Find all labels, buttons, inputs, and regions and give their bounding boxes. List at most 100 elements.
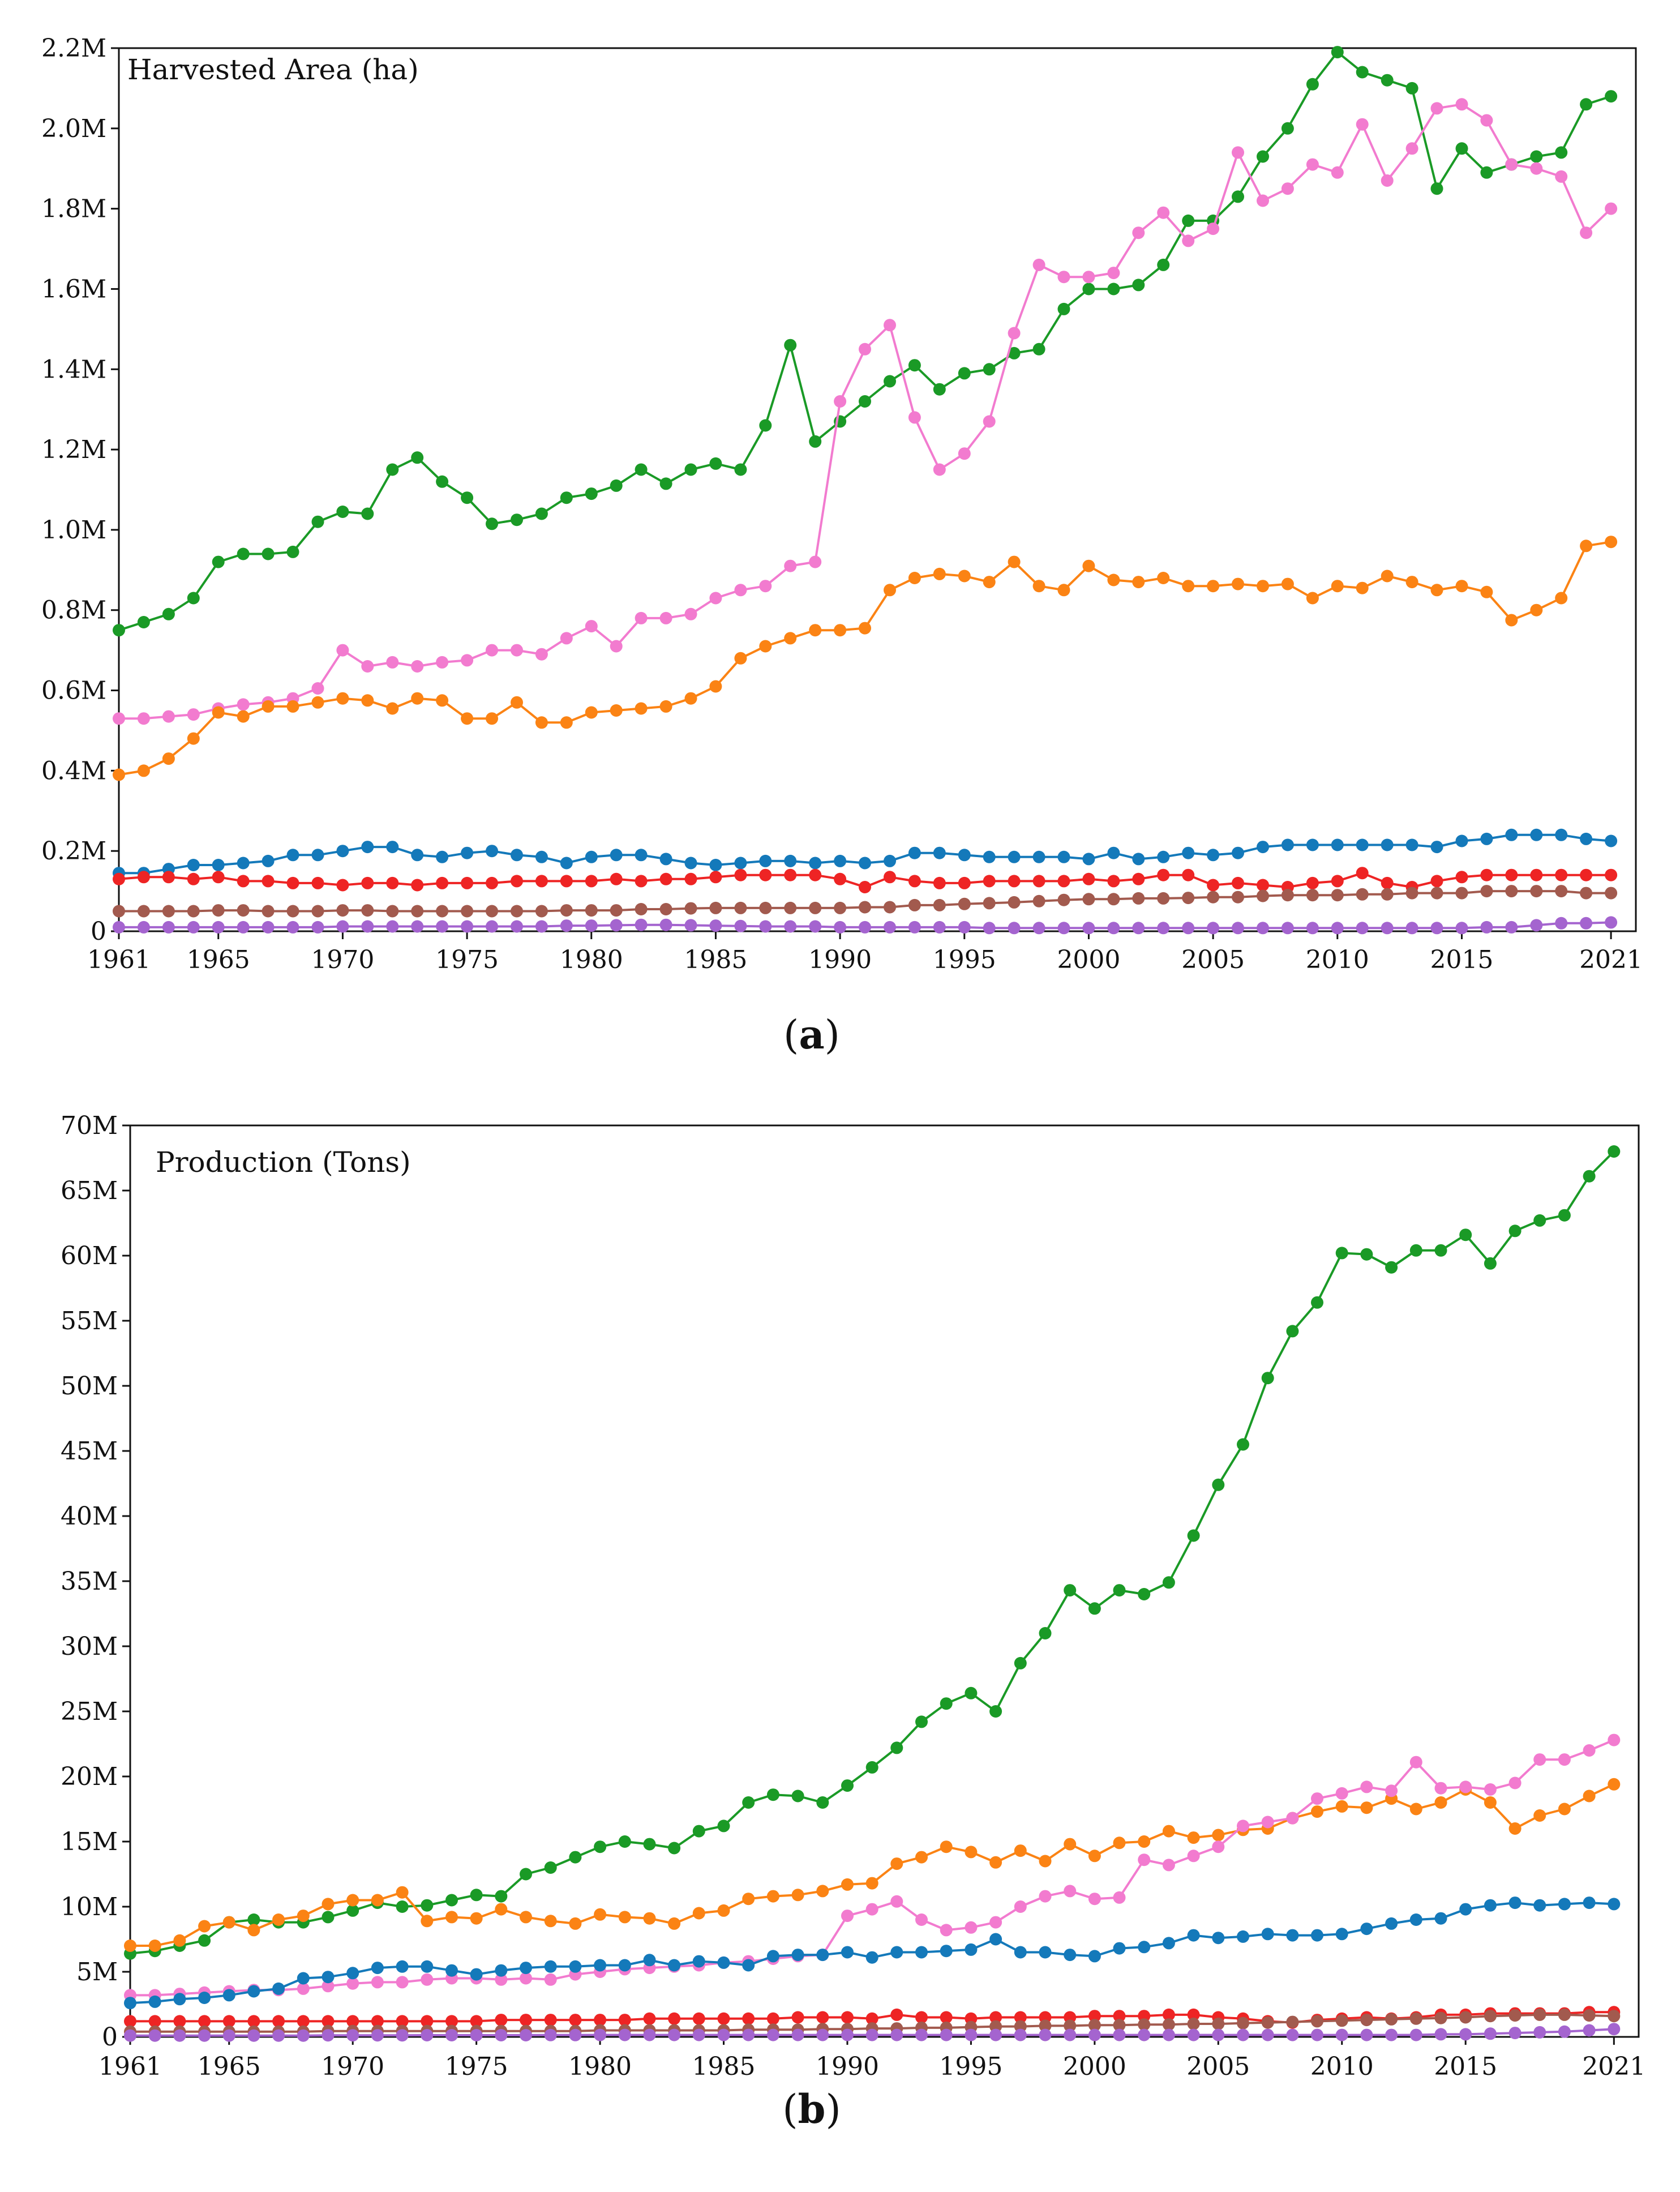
data-point <box>1608 2023 1621 2036</box>
data-point <box>1132 892 1145 905</box>
data-point <box>915 1946 928 1959</box>
data-point <box>1508 2027 1522 2040</box>
data-point <box>535 850 548 863</box>
data-point <box>1132 576 1145 589</box>
data-point <box>983 576 996 589</box>
data-point <box>237 698 250 711</box>
data-point <box>212 871 225 884</box>
data-point <box>1064 2019 1077 2032</box>
data-point <box>1484 1899 1497 1912</box>
data-point <box>1113 2010 1126 2023</box>
data-point <box>933 463 946 476</box>
data-point <box>1430 841 1443 854</box>
data-point <box>535 875 548 888</box>
data-point <box>635 875 648 888</box>
data-point <box>461 920 474 933</box>
data-point <box>884 921 896 934</box>
data-point <box>386 702 399 715</box>
data-point <box>371 1894 384 1907</box>
data-point <box>535 507 548 520</box>
data-point <box>445 1911 458 1924</box>
data-point <box>1088 1950 1101 1963</box>
data-point <box>1311 1296 1323 1309</box>
data-point <box>436 920 449 933</box>
data-point <box>1082 271 1095 284</box>
y-tick-label: 0 <box>102 2023 118 2052</box>
data-point <box>486 517 498 530</box>
data-point <box>1064 1885 1077 1898</box>
data-point <box>709 592 722 605</box>
data-point <box>1039 1946 1052 1959</box>
data-point <box>1409 1756 1422 1769</box>
data-point <box>1212 1840 1225 1853</box>
data-point <box>386 463 399 476</box>
data-point <box>198 2029 211 2042</box>
data-point <box>346 2029 359 2042</box>
data-point <box>1257 889 1269 902</box>
data-point <box>1430 584 1443 597</box>
data-point <box>865 1903 878 1916</box>
data-point <box>1162 1576 1175 1589</box>
data-point <box>1008 875 1021 888</box>
data-point <box>610 640 623 653</box>
x-tick-label: 2005 <box>1181 945 1245 974</box>
data-point <box>643 2012 656 2025</box>
data-point <box>1107 922 1120 935</box>
data-point <box>1157 922 1170 935</box>
data-point <box>1014 1946 1027 1959</box>
data-point <box>1459 1903 1472 1916</box>
data-point <box>495 1964 508 1977</box>
data-point <box>958 876 971 889</box>
data-point <box>1138 2018 1151 2031</box>
data-point <box>784 920 797 933</box>
data-point <box>1039 2019 1052 2032</box>
data-point <box>1385 1261 1398 1274</box>
data-point <box>1360 1780 1373 1793</box>
data-point <box>816 1885 829 1898</box>
data-point <box>436 694 449 707</box>
data-point <box>859 857 871 870</box>
data-point <box>1306 78 1319 91</box>
data-point <box>396 1900 409 1913</box>
data-point <box>396 1886 409 1899</box>
data-point <box>635 903 648 915</box>
data-point <box>1064 2028 1077 2041</box>
data-point <box>1182 922 1195 935</box>
data-point <box>1409 1803 1422 1816</box>
data-point <box>1187 1929 1200 1942</box>
y-tick-label: 55M <box>61 1307 118 1335</box>
data-point <box>461 654 474 667</box>
data-point <box>668 1842 681 1855</box>
data-point <box>1430 875 1443 888</box>
panel-caption: (a) <box>783 1011 840 1058</box>
data-point <box>1405 142 1418 155</box>
data-point <box>237 904 250 917</box>
data-point <box>989 1916 1002 1929</box>
data-point <box>958 447 971 460</box>
data-point <box>361 660 374 673</box>
data-point <box>989 2028 1002 2041</box>
data-point <box>717 2028 730 2041</box>
data-point <box>162 752 175 765</box>
data-point <box>262 700 275 713</box>
data-point <box>1335 2014 1348 2027</box>
data-point <box>890 2008 903 2021</box>
series-purple <box>124 2023 1621 2042</box>
data-point <box>1286 1929 1299 1942</box>
data-point <box>113 921 125 934</box>
data-point <box>1057 875 1070 888</box>
data-point <box>1583 1170 1596 1183</box>
data-point <box>841 1878 854 1891</box>
data-point <box>1113 1836 1126 1850</box>
data-point <box>124 2015 136 2028</box>
data-point <box>692 1825 705 1838</box>
data-point <box>520 1972 532 1985</box>
y-tick-label: 0.2M <box>41 837 106 866</box>
data-point <box>560 632 573 645</box>
data-point <box>336 845 349 858</box>
data-point <box>1257 580 1269 593</box>
data-point <box>965 1921 978 1934</box>
data-point <box>544 1861 557 1874</box>
data-point <box>436 656 449 669</box>
data-point <box>495 2029 508 2041</box>
